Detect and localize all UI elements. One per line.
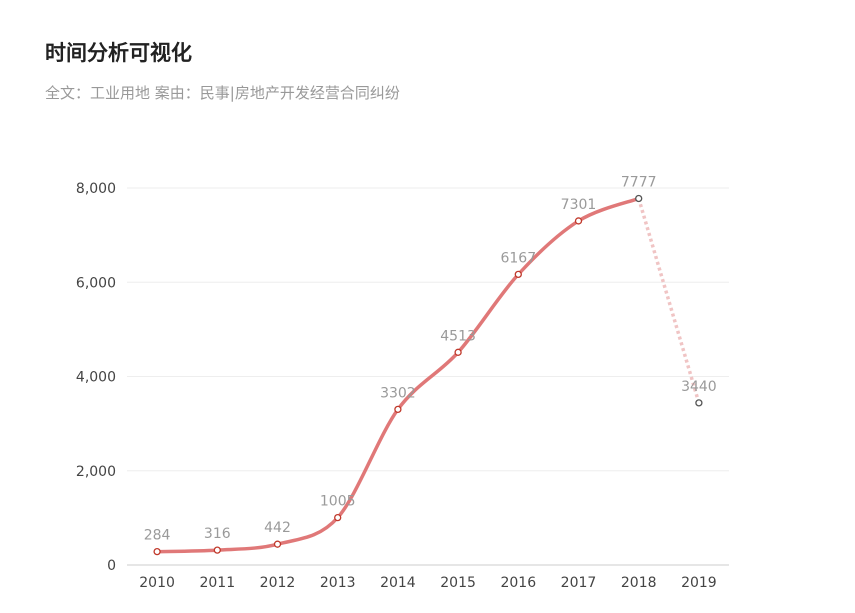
- data-point: [635, 194, 643, 203]
- x-tick-label: 2016: [500, 575, 536, 591]
- x-tick-label: 2019: [681, 575, 717, 591]
- data-point: [514, 270, 522, 279]
- page-subtitle: 全文：工业用地 案由：民事|房地产开发经营合同纠纷: [45, 84, 400, 102]
- x-tick-label: 2012: [260, 575, 296, 591]
- series-line: [155, 196, 701, 554]
- data-label: 1005: [320, 494, 356, 510]
- y-tick-label: 0: [107, 558, 116, 574]
- data-point: [574, 217, 583, 225]
- data-point: [273, 540, 282, 548]
- x-tick-label: 2018: [621, 575, 657, 591]
- page-title: 时间分析可视化: [45, 41, 192, 65]
- x-tick-label: 2014: [380, 575, 416, 591]
- data-label: 7301: [561, 197, 597, 213]
- data-label: 3302: [380, 385, 416, 401]
- data-point: [153, 547, 161, 556]
- grid-lines: [127, 187, 729, 472]
- data-label: 442: [264, 520, 291, 536]
- data-label: 284: [144, 528, 171, 544]
- y-axis: 0 2,000 4,000 6,000 8,000: [76, 181, 116, 574]
- data-point: [695, 399, 703, 407]
- x-tick-label: 2013: [320, 575, 356, 591]
- data-label: 6167: [500, 250, 536, 266]
- data-point: [394, 405, 402, 414]
- data-label: 316: [204, 526, 231, 542]
- data-point: [454, 348, 462, 356]
- data-point: [213, 546, 221, 554]
- data-points: [153, 194, 703, 556]
- series-line-solid: [155, 196, 641, 554]
- data-label: 4513: [440, 328, 476, 344]
- y-tick-label: 8,000: [76, 181, 116, 197]
- data-labels: 284 316 442 1005 3302 4513 6167 7301 7777 3440: [144, 175, 717, 544]
- x-axis: 2010 2011 2012 2013 2014 2015 2016 2017 2018 2019: [127, 564, 729, 591]
- x-tick-label: 2010: [139, 575, 175, 591]
- x-tick-label: 2011: [199, 575, 235, 591]
- y-tick-label: 4,000: [76, 370, 116, 386]
- data-point: [334, 513, 342, 522]
- data-label: 3440: [681, 379, 717, 395]
- x-tick-label: 2017: [561, 575, 597, 591]
- x-tick-label: 2015: [440, 575, 476, 591]
- y-tick-label: 2,000: [76, 464, 116, 480]
- series-line-dashed: [637, 198, 701, 404]
- y-tick-label: 6,000: [76, 275, 116, 291]
- data-label: 7777: [621, 175, 657, 191]
